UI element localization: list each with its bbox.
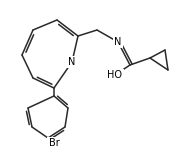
Text: HO: HO [108, 70, 123, 80]
Text: N: N [68, 57, 76, 67]
Text: N: N [114, 37, 122, 47]
Text: Br: Br [49, 138, 59, 148]
